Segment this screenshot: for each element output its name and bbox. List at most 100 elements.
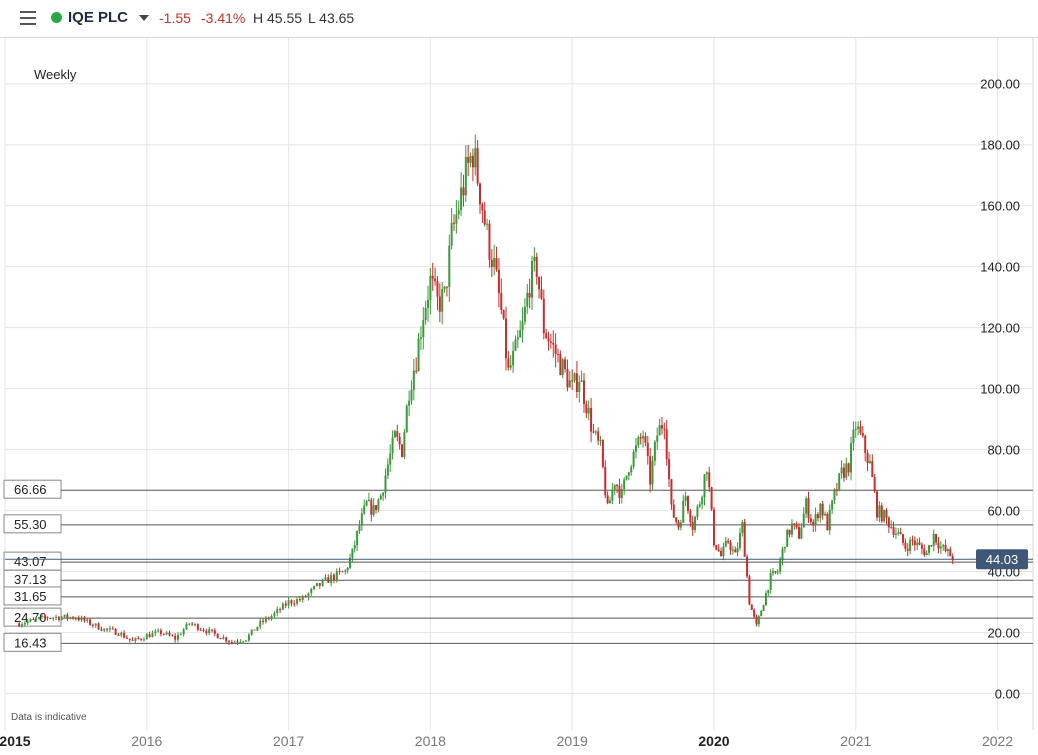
candle-body: [951, 556, 954, 561]
candle-body: [920, 544, 923, 549]
candle-body: [29, 619, 32, 622]
candle-body: [642, 436, 645, 439]
candle-body: [185, 623, 188, 630]
candle-body: [894, 533, 897, 535]
candle-body: [767, 589, 770, 594]
candle-body: [222, 637, 225, 640]
candle-body: [658, 425, 661, 436]
candle-body: [530, 260, 533, 298]
candle-body: [764, 593, 767, 606]
candle-body: [582, 380, 585, 404]
candle-body: [694, 516, 697, 530]
candle-body: [457, 210, 460, 215]
candle-body: [691, 522, 694, 530]
candle-body: [743, 522, 746, 557]
candle-body: [63, 614, 66, 618]
candle-body: [296, 599, 299, 604]
candle-body: [722, 546, 725, 557]
candle-body: [168, 632, 171, 636]
candle-body: [97, 623, 100, 630]
interval-label: Weekly: [34, 67, 77, 82]
candle-body: [69, 617, 72, 619]
hamburger-icon[interactable]: [20, 11, 36, 25]
candle-body: [627, 472, 630, 476]
candle-body: [887, 517, 890, 528]
candle-body: [165, 632, 168, 635]
candle-body: [55, 616, 58, 618]
candle-body: [391, 437, 394, 454]
candle-body: [748, 576, 751, 605]
candle-body: [18, 623, 21, 627]
candle-body: [196, 624, 199, 630]
candle-body: [547, 337, 550, 342]
candle-body: [616, 484, 619, 487]
candle-body: [500, 293, 503, 310]
candle-body: [356, 531, 359, 546]
chevron-down-icon[interactable]: [139, 15, 149, 21]
price-level-label: 43.07: [14, 554, 47, 569]
candle-body: [861, 433, 864, 436]
candle-body: [620, 489, 623, 498]
candle-body: [483, 210, 486, 225]
candle-body: [902, 534, 905, 543]
candle-body: [100, 629, 103, 631]
candle-body: [935, 534, 938, 543]
price-change-percent: -3.41%: [201, 10, 246, 26]
candle-body: [928, 545, 931, 553]
candle-body: [556, 354, 559, 356]
candle-body: [835, 489, 838, 491]
candle-body: [526, 292, 529, 307]
candle-body: [443, 286, 446, 290]
candle-body: [338, 570, 341, 572]
candle-body: [509, 365, 512, 368]
candle-body: [38, 617, 41, 619]
y-tick-label: 160.00: [980, 199, 1020, 214]
data-disclaimer: Data is indicative: [11, 712, 87, 723]
price-level-box: [3, 586, 62, 606]
candle-body: [939, 546, 942, 549]
price-change: -1.55: [159, 10, 191, 26]
candle-body: [746, 556, 749, 577]
candle-body: [805, 498, 808, 514]
candle-body: [476, 148, 479, 184]
candle-body: [833, 489, 836, 501]
instrument-symbol[interactable]: IQE PLC: [68, 9, 129, 26]
candle-body: [351, 548, 354, 558]
candle-body: [802, 513, 805, 528]
candle-body: [247, 634, 250, 641]
candle-body: [816, 514, 819, 519]
candle-body: [313, 586, 316, 589]
candle-body: [727, 540, 730, 543]
price-level-label: 16.43: [14, 635, 47, 650]
candle-body: [549, 341, 552, 343]
candle-body: [86, 619, 89, 621]
candle-body: [202, 629, 205, 631]
candle-body: [932, 534, 935, 546]
candle-body: [270, 616, 273, 619]
candle-body: [682, 500, 685, 523]
candle-body: [585, 403, 588, 414]
candle-body: [876, 491, 879, 518]
candle-body: [538, 276, 541, 290]
candle-body: [542, 298, 545, 334]
candle-body: [854, 428, 857, 430]
candle-body: [233, 641, 236, 643]
candlestick-series: [18, 134, 954, 645]
candle-body: [814, 514, 817, 526]
candle-body: [128, 638, 131, 640]
candle-body: [573, 373, 576, 381]
candle-body: [819, 503, 822, 519]
candle-body: [304, 596, 307, 598]
candle-body: [174, 636, 177, 640]
candle-body: [790, 523, 793, 535]
candle-body: [228, 641, 231, 643]
candle-body: [859, 426, 862, 434]
candle-body: [753, 609, 756, 617]
candle-body: [35, 618, 38, 620]
candle-body: [873, 477, 876, 492]
top-toolbar: IQE PLC -1.55 -3.41% H 45.55 L 43.65: [0, 0, 1038, 38]
candle-body: [703, 474, 706, 498]
candle-body: [422, 320, 425, 338]
candle-body: [43, 615, 46, 618]
